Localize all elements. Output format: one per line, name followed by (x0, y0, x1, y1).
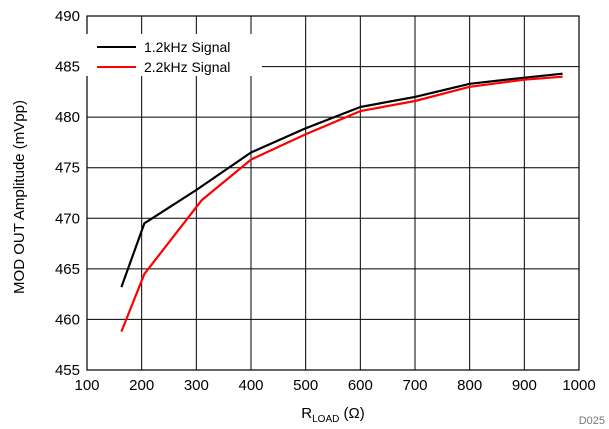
series-line-2-2khz (120, 75, 563, 333)
x-tick-label: 800 (457, 377, 482, 394)
y-tick-label: 490 (55, 8, 80, 25)
x-tick-label: 700 (402, 377, 427, 394)
legend-box (86, 34, 262, 76)
legend-label-1-2khz: 1.2kHz Signal (144, 39, 230, 55)
x-tick-label: 200 (129, 377, 154, 394)
series-line-1-2khz (120, 72, 563, 288)
y-tick-label: 470 (55, 210, 80, 227)
x-tick-label: 300 (184, 377, 209, 394)
x-tick-label: 400 (238, 377, 263, 394)
series-layer (120, 72, 563, 333)
x-tick-labels: 100 200 300 400 500 600 700 800 900 1000 (74, 377, 595, 394)
y-axis-label: MOD OUT Amplitude (mVpp) (11, 100, 28, 294)
y-tick-label: 475 (55, 160, 80, 177)
x-axis-label-subscript: LOAD (312, 414, 339, 425)
x-axis-label-unit: (Ω) (339, 405, 364, 422)
legend: 1.2kHz Signal 2.2kHz Signal (86, 34, 262, 76)
y-tick-label: 455 (55, 362, 80, 379)
x-axis-label-base: R (301, 405, 312, 422)
figure-id: D025 (579, 415, 605, 427)
x-tick-label: 100 (74, 377, 99, 394)
x-axis-label: RLOAD (Ω) (301, 405, 364, 425)
y-tick-label: 480 (55, 109, 80, 126)
y-tick-label: 460 (55, 311, 80, 328)
x-tick-label: 1000 (562, 377, 595, 394)
y-tick-label: 465 (55, 261, 80, 278)
plot-frame (86, 15, 580, 371)
y-tick-label: 485 (55, 59, 80, 76)
legend-label-2-2khz: 2.2kHz Signal (144, 59, 230, 75)
x-tick-label: 900 (512, 377, 537, 394)
y-tick-labels: 455 460 465 470 475 480 485 490 (55, 8, 80, 379)
x-tick-label: 600 (348, 377, 373, 394)
x-tick-label: 500 (293, 377, 318, 394)
